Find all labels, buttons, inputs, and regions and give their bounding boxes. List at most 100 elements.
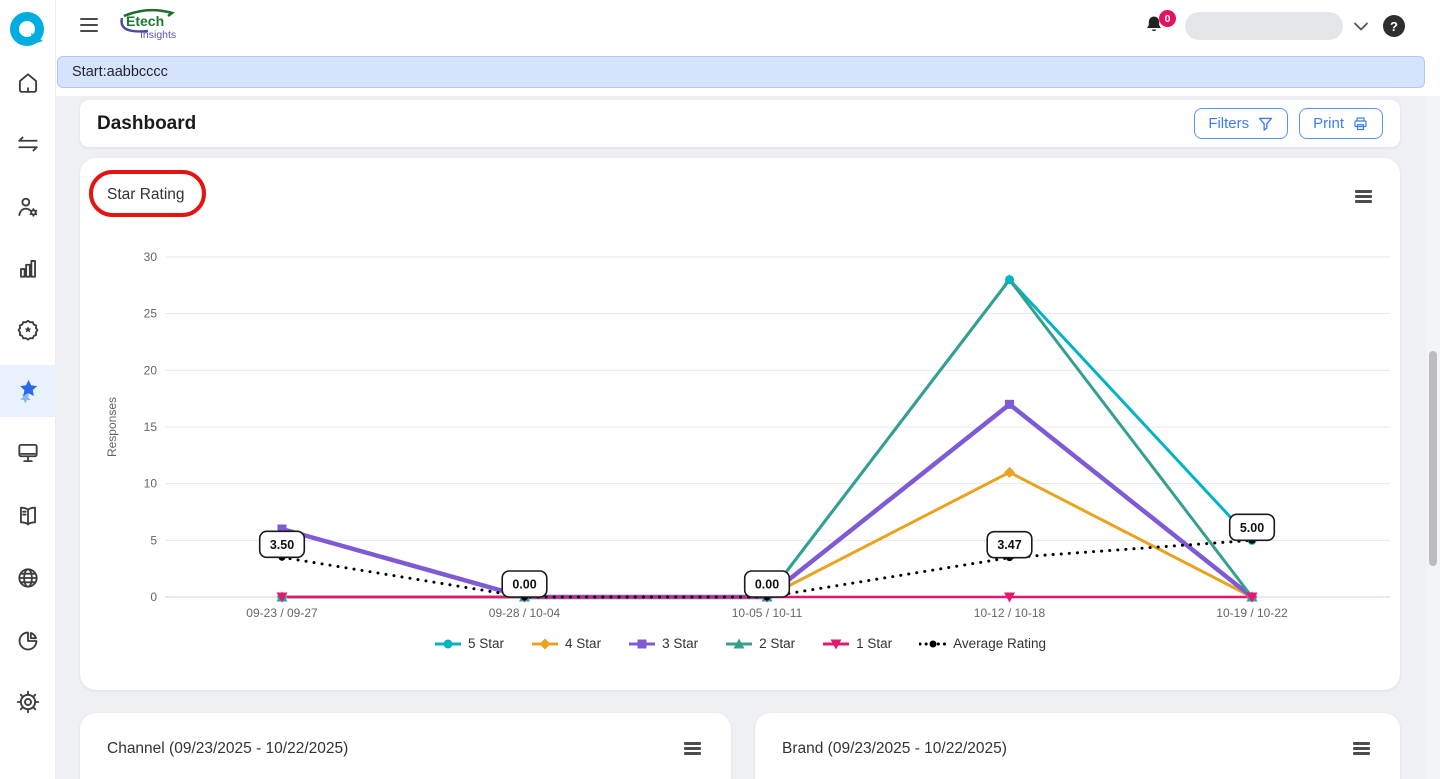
marker-4-star[interactable] bbox=[1004, 466, 1015, 478]
session-banner-text: Start:aabbcccc bbox=[72, 64, 168, 80]
topbar: Etech Insights 0 ? bbox=[56, 0, 1440, 52]
sidebar-item-monitor[interactable] bbox=[0, 429, 56, 477]
page-actions: Filters Print bbox=[1194, 108, 1383, 139]
legend-item-average-rating[interactable]: Average Rating bbox=[919, 636, 1046, 651]
series-line-2-star[interactable] bbox=[282, 277, 1254, 599]
x-tick-label: 09-28 / 10-04 bbox=[489, 606, 561, 620]
legend-item-3-star[interactable]: 3 Star bbox=[628, 636, 698, 651]
y-tick-label: 10 bbox=[144, 477, 158, 491]
legend-item-4-star[interactable]: 4 Star bbox=[531, 636, 601, 651]
star-rating-card-title: Star Rating bbox=[107, 186, 185, 203]
x-tick-label: 10-12 / 10-18 bbox=[974, 606, 1046, 620]
page-title: Dashboard bbox=[97, 112, 197, 134]
banner-zone: Start:aabbcccc bbox=[56, 52, 1440, 96]
legend-label: Average Rating bbox=[953, 636, 1046, 651]
legend-label: 1 Star bbox=[856, 636, 893, 651]
bell-icon bbox=[1147, 16, 1161, 32]
chevron-down-icon[interactable] bbox=[1353, 20, 1369, 38]
channel-card: Channel (09/23/2025 - 10/22/2025) bbox=[80, 713, 731, 779]
channel-chart-context-menu-button[interactable] bbox=[684, 742, 701, 755]
sidebar-item-home[interactable] bbox=[0, 59, 56, 107]
help-button[interactable]: ? bbox=[1383, 15, 1405, 37]
sidebar-item-star-rating[interactable] bbox=[0, 365, 56, 417]
filters-button-label: Filters bbox=[1208, 115, 1250, 132]
legend-label: 3 Star bbox=[662, 636, 699, 651]
filters-button[interactable]: Filters bbox=[1194, 108, 1289, 139]
notification-count-badge: 0 bbox=[1159, 10, 1176, 27]
series-line-3-star[interactable] bbox=[281, 401, 1254, 600]
sidebar-item-book[interactable] bbox=[0, 492, 56, 540]
series-line-5-star[interactable] bbox=[282, 277, 1254, 599]
print-button[interactable]: Print bbox=[1299, 108, 1383, 139]
filter-funnel-icon bbox=[1259, 117, 1273, 131]
sidebar-item-bar-chart[interactable] bbox=[0, 244, 56, 292]
page-header: Dashboard Filters Print bbox=[80, 100, 1400, 147]
star-rating-card: Star Rating 0 5 10 15 20 25 30 Responses 09-23 /… bbox=[80, 158, 1400, 690]
gear-icon bbox=[16, 690, 40, 714]
legend-marker-4-star bbox=[532, 638, 559, 649]
legend-item-2-star[interactable]: 2 Star bbox=[725, 636, 795, 651]
legend-marker-3-star bbox=[629, 639, 656, 648]
user-menu-pill[interactable] bbox=[1185, 12, 1343, 40]
marker-1-star[interactable] bbox=[1246, 592, 1258, 603]
sidebar-item-pie-chart[interactable] bbox=[0, 617, 56, 665]
logo-swoosh-top bbox=[123, 8, 175, 18]
x-tick-label: 10-19 / 10-22 bbox=[1216, 606, 1288, 620]
y-axis-title: Responses bbox=[105, 397, 119, 457]
printer-icon bbox=[1354, 117, 1367, 131]
legend-glyph-4-star[interactable] bbox=[539, 638, 551, 649]
notifications-button[interactable]: 0 bbox=[1142, 10, 1176, 42]
legend-label: 4 Star bbox=[565, 636, 602, 651]
brand-chart-context-menu-button[interactable] bbox=[1353, 742, 1370, 755]
sidebar-item-globe[interactable] bbox=[0, 554, 56, 602]
marker-3-star[interactable] bbox=[277, 524, 287, 534]
help-glyph: ? bbox=[1390, 18, 1398, 34]
app-logo[interactable] bbox=[0, 6, 56, 54]
brand-card-title: Brand (09/23/2025 - 10/22/2025) bbox=[782, 740, 1007, 757]
y-tick-label: 25 bbox=[144, 307, 158, 321]
star-rating-icon bbox=[20, 379, 38, 404]
legend-glyph-5-star[interactable] bbox=[443, 639, 453, 648]
legend-marker-2-star bbox=[726, 638, 753, 648]
legend-glyph-3-star[interactable] bbox=[637, 639, 647, 648]
home-icon bbox=[18, 73, 38, 93]
chart-legend: 5 Star 4 Star 3 Star 2 Star 1 Star Average Ra… bbox=[80, 636, 1400, 651]
legend-item-5-star[interactable]: 5 Star bbox=[434, 636, 504, 651]
legend-glyph-average-rating[interactable] bbox=[929, 640, 937, 647]
marker-1-star[interactable] bbox=[276, 592, 288, 603]
avg-point-label: 3.47 bbox=[997, 538, 1021, 552]
scrollbar-thumb[interactable] bbox=[1429, 351, 1437, 566]
menu-toggle-button[interactable] bbox=[80, 18, 98, 33]
channel-card-title: Channel (09/23/2025 - 10/22/2025) bbox=[107, 740, 349, 757]
user-gear-icon bbox=[18, 197, 38, 217]
marker-1-star[interactable] bbox=[1004, 592, 1015, 603]
legend-marker-5-star bbox=[435, 639, 462, 648]
legend-label: 5 Star bbox=[468, 636, 505, 651]
legend-marker-average-rating bbox=[919, 640, 948, 647]
sidebar-item-badge[interactable] bbox=[0, 306, 56, 354]
star-chart-context-menu-button[interactable] bbox=[1355, 190, 1372, 203]
pie-chart-icon bbox=[18, 631, 38, 651]
marker-3-star[interactable] bbox=[1005, 399, 1014, 409]
swap-arrows-icon bbox=[18, 136, 38, 152]
bar-chart-icon bbox=[20, 260, 36, 278]
sidebar-item-user-settings[interactable] bbox=[0, 183, 56, 231]
avg-point-label-box bbox=[258, 530, 306, 559]
y-tick-label: 15 bbox=[144, 420, 158, 434]
sidebar-item-settings[interactable] bbox=[0, 678, 56, 726]
sidebar-item-transfers[interactable] bbox=[0, 120, 56, 168]
logo-text-primary: Etech bbox=[126, 13, 164, 29]
award-badge-icon bbox=[17, 319, 39, 341]
marker-5-star[interactable] bbox=[1005, 275, 1014, 285]
avg-point-label-box bbox=[743, 570, 791, 598]
logo-swoosh-left bbox=[120, 17, 149, 33]
legend-glyph-2-star[interactable] bbox=[733, 638, 745, 648]
star-rating-chart: 0 5 10 15 20 25 30 Responses 09-23 / 09-27 09-28 … bbox=[105, 250, 1390, 620]
legend-item-1-star[interactable]: 1 Star bbox=[822, 636, 892, 651]
legend-glyph-1-star[interactable] bbox=[830, 639, 842, 649]
session-banner: Start:aabbcccc bbox=[57, 56, 1425, 88]
scrollbar-track[interactable] bbox=[1426, 96, 1440, 779]
sidebar bbox=[0, 0, 56, 779]
print-button-label: Print bbox=[1313, 115, 1344, 132]
main-content: Dashboard Filters Print Star Rating bbox=[56, 96, 1440, 779]
